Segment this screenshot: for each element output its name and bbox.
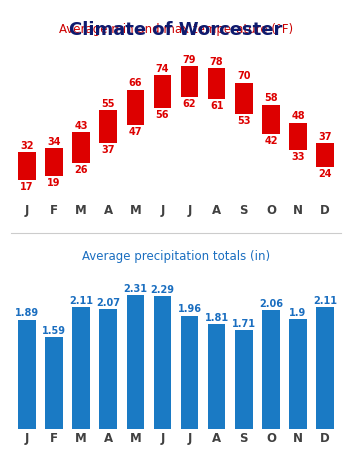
Bar: [99, 309, 117, 429]
Bar: [262, 105, 280, 134]
Bar: [126, 296, 144, 429]
Text: 79: 79: [183, 55, 196, 65]
Bar: [99, 110, 117, 143]
Text: 62: 62: [183, 100, 196, 109]
Text: 37: 37: [319, 131, 332, 142]
Text: 56: 56: [156, 111, 169, 120]
Text: 34: 34: [47, 137, 61, 147]
Text: 19: 19: [47, 178, 61, 188]
Text: 1.89: 1.89: [15, 308, 39, 319]
Bar: [235, 83, 253, 114]
Text: 61: 61: [210, 101, 224, 111]
Text: 2.06: 2.06: [259, 299, 283, 308]
Bar: [262, 310, 280, 429]
Text: 1.59: 1.59: [42, 326, 66, 336]
Text: 1.96: 1.96: [177, 304, 202, 314]
Bar: [72, 307, 90, 429]
Bar: [316, 143, 334, 167]
Text: 1.71: 1.71: [232, 319, 256, 329]
Bar: [208, 324, 226, 429]
Text: 70: 70: [237, 71, 251, 81]
Bar: [126, 90, 144, 124]
Bar: [181, 315, 199, 429]
Bar: [45, 337, 63, 429]
Title: Average precipitation totals (in): Average precipitation totals (in): [82, 250, 270, 263]
Bar: [181, 66, 199, 97]
Text: 53: 53: [237, 116, 251, 126]
Bar: [18, 319, 36, 429]
Text: 2.29: 2.29: [150, 285, 175, 296]
Text: 26: 26: [74, 165, 88, 175]
Bar: [45, 148, 63, 176]
Text: 42: 42: [264, 136, 278, 146]
Bar: [289, 123, 307, 150]
Text: 2.07: 2.07: [96, 298, 120, 308]
Text: 48: 48: [291, 112, 305, 121]
Bar: [153, 75, 171, 108]
Text: 66: 66: [128, 78, 142, 89]
Text: 78: 78: [210, 57, 224, 66]
Bar: [235, 330, 253, 429]
Title: Average min and max temperature (°F): Average min and max temperature (°F): [59, 23, 293, 35]
Bar: [18, 152, 36, 180]
Text: 24: 24: [319, 169, 332, 179]
Bar: [153, 296, 171, 429]
Bar: [72, 132, 90, 163]
Text: 37: 37: [101, 145, 115, 155]
Text: 2.31: 2.31: [123, 284, 147, 294]
Text: Climate of Worcester: Climate of Worcester: [69, 21, 283, 39]
Text: 1.81: 1.81: [205, 313, 229, 323]
Text: 32: 32: [20, 141, 33, 151]
Text: 2.11: 2.11: [313, 296, 337, 306]
Text: 17: 17: [20, 182, 33, 192]
Bar: [208, 68, 226, 99]
Bar: [316, 307, 334, 429]
Text: 1.9: 1.9: [289, 308, 307, 318]
Bar: [289, 319, 307, 429]
Text: 47: 47: [128, 127, 142, 137]
Text: 74: 74: [156, 64, 169, 74]
Text: 58: 58: [264, 93, 278, 103]
Text: 43: 43: [74, 120, 88, 130]
Text: 55: 55: [101, 99, 115, 109]
Text: 33: 33: [291, 153, 305, 162]
Text: 2.11: 2.11: [69, 296, 93, 306]
